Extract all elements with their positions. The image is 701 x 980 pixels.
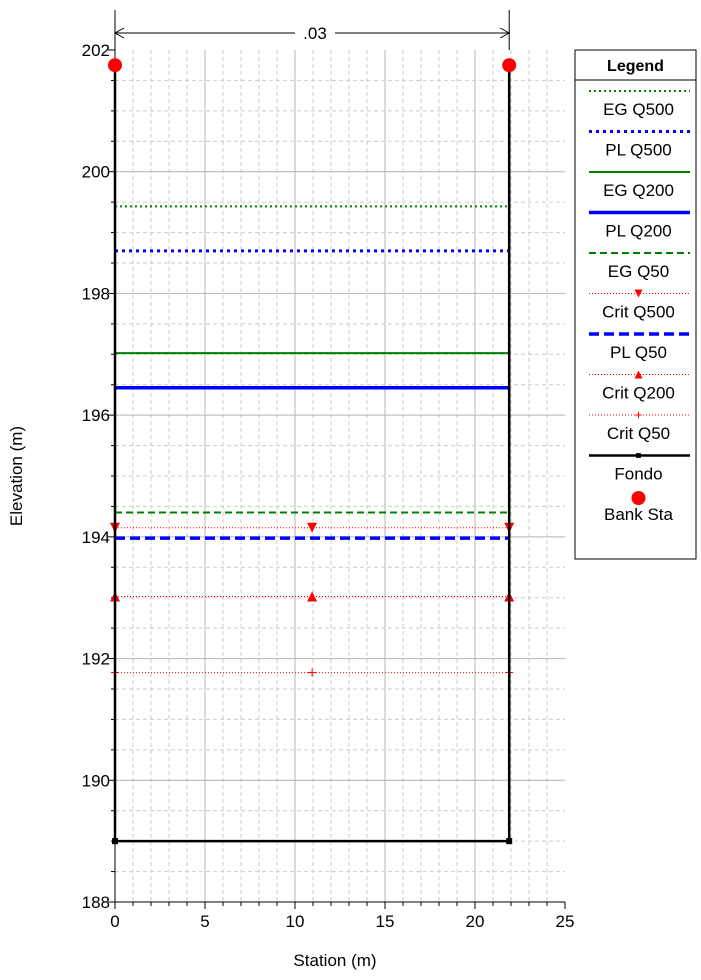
x-tick-label: 25 (556, 912, 575, 931)
y-tick-label: 190 (82, 771, 110, 790)
marker-circle (108, 58, 122, 73)
legend-item: PL Q200 (589, 210, 690, 241)
x-tick-label: 5 (200, 912, 209, 931)
marker-circle (502, 58, 517, 73)
legend-item: Fondo (589, 453, 690, 484)
legend-label: PL Q200 (605, 222, 671, 241)
legend-item: PL Q500 (589, 130, 690, 160)
legend-label: Crit Q50 (607, 424, 670, 443)
marker-square (506, 838, 513, 845)
x-tick-label: 15 (376, 912, 395, 931)
marker-triangle-up (307, 591, 318, 602)
legend-label: EG Q50 (608, 262, 669, 281)
legend-label: PL Q50 (610, 343, 667, 362)
marker-triangle-up (634, 370, 643, 379)
annotation: .03 (113, 10, 511, 50)
series-crit-q200 (110, 591, 515, 602)
legend-label: PL Q500 (605, 141, 671, 160)
marker-triangle-down (634, 289, 643, 298)
legend-item: Crit Q200 (589, 370, 690, 403)
series-fondo (112, 65, 513, 845)
legend: Legend EG Q500 PL Q500 EG Q200 PL Q200 EG Q50… (574, 49, 697, 560)
legend-item: EG Q200 (589, 171, 690, 200)
legend-item: Crit Q50 (589, 411, 690, 443)
annotation-arrowhead-left (113, 27, 125, 39)
series-crit-q500 (110, 522, 515, 533)
series-line-fondo (113, 65, 511, 843)
x-tick-label: 20 (466, 912, 485, 931)
legend-title: Legend (607, 58, 664, 75)
marker-circle (631, 491, 646, 505)
legend-label: Fondo (614, 465, 662, 484)
x-tick-label: 0 (110, 912, 119, 931)
x-axis-title: Station (m) (293, 951, 376, 970)
legend-item: EG Q500 (589, 90, 690, 119)
legend-label: EG Q500 (603, 100, 674, 119)
legend-label: Crit Q200 (602, 384, 675, 403)
annotation-label: .03 (303, 24, 327, 43)
marker-triangle-down (307, 522, 318, 533)
legend-label: Crit Q500 (602, 303, 675, 322)
y-tick-label: 198 (82, 284, 110, 303)
axes: 188 190 192 194 196 198 200 202 0 5 10 15 20 25 Statio… (7, 10, 574, 970)
legend-item: PL Q50 (589, 332, 690, 362)
y-tick-label: 200 (82, 163, 110, 182)
grid (115, 50, 565, 902)
legend-item: Crit Q500 (589, 289, 690, 322)
legend-label: Bank Sta (604, 505, 674, 524)
series-crit-q50 (111, 668, 514, 677)
marker-square (112, 838, 118, 845)
legend-item: Bank Sta (604, 491, 674, 524)
legend-box (574, 49, 697, 560)
y-axis-title: Elevation (m) (7, 426, 26, 526)
series (108, 58, 517, 845)
y-tick-label: 196 (82, 406, 110, 425)
series-bank-sta (108, 58, 517, 73)
y-tick-label: 188 (82, 893, 110, 912)
x-tick-label: 10 (286, 912, 305, 931)
legend-label: EG Q200 (603, 181, 674, 200)
y-tick-label: 192 (82, 650, 110, 669)
annotation-arrowhead-right (499, 27, 511, 39)
y-tick-label: 202 (82, 41, 110, 60)
y-tick-label: 194 (82, 528, 110, 547)
marker-square (636, 453, 641, 458)
legend-item: EG Q50 (589, 252, 690, 281)
